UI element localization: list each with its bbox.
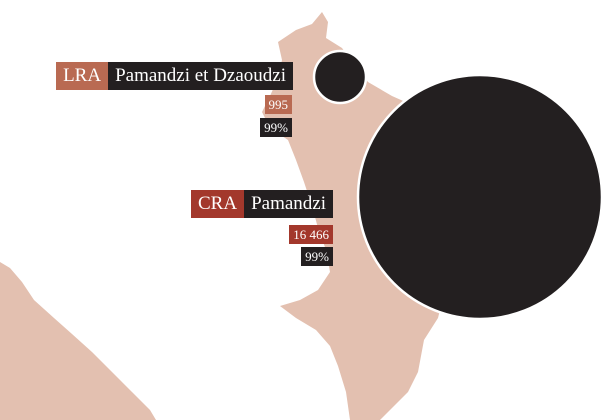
count: 995	[264, 95, 292, 114]
land	[0, 262, 156, 420]
code-badge: CRA	[190, 190, 245, 218]
label-row: LRA Pamandzi et Dzaoudzi	[56, 62, 293, 90]
count: 16 466	[289, 225, 333, 244]
code-badge: LRA	[56, 62, 109, 90]
bubble	[356, 73, 604, 321]
count-row: 16 466	[289, 225, 333, 244]
count-row: 995	[264, 95, 292, 114]
share-row: 99%	[260, 118, 292, 137]
place-name: Pamandzi et Dzaoudzi	[108, 62, 293, 90]
bubble	[312, 49, 368, 105]
label-row: CRA Pamandzi	[190, 190, 333, 218]
share: 99%	[260, 118, 292, 137]
share-row: 99%	[301, 247, 333, 266]
place-name: Pamandzi	[244, 190, 333, 218]
share: 99%	[301, 247, 333, 266]
